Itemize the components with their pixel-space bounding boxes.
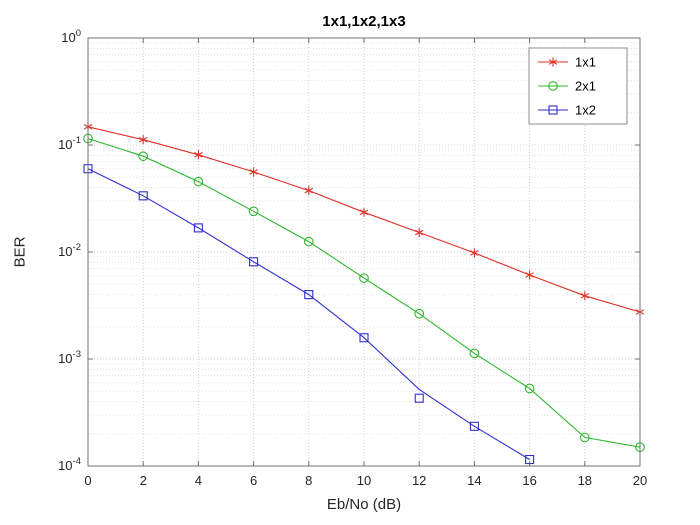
svg-text:10-4: 10-4 [58,456,81,473]
series-1x2 [83,164,535,465]
axis-box [87,37,641,467]
legend-entry-1x1: 1x1 [538,55,596,70]
x-tick-labels: 0 2 4 6 8 10 12 14 16 18 20 [84,473,647,488]
legend-label: 1x2 [575,103,596,118]
legend: 1x1 2x1 1x2 [528,47,628,125]
y-tick-labels: 100 10-1 10-2 10-3 10-4 [58,28,81,473]
svg-text:8: 8 [305,473,312,488]
series-markers-2x1 [83,133,645,453]
svg-text:10: 10 [357,473,371,488]
svg-text:2: 2 [140,473,147,488]
svg-text:16: 16 [522,473,536,488]
svg-text:10-3: 10-3 [58,349,81,366]
series-line-1x2 [87,168,530,460]
svg-text:4: 4 [195,473,202,488]
legend-entry-2x1: 2x1 [538,79,596,94]
svg-text:14: 14 [467,473,481,488]
svg-text:10-2: 10-2 [58,242,81,259]
series-markers-1x2 [83,164,535,465]
x-axis-label: Eb/No (dB) [326,496,402,513]
chart-title: 1x1,1x2,1x3 [322,13,406,30]
svg-text:6: 6 [250,473,257,488]
svg-text:18: 18 [578,473,592,488]
svg-text:0: 0 [84,473,91,488]
y-axis-label: BER [11,236,29,268]
svg-text:20: 20 [633,473,647,488]
series-2x1 [83,133,645,453]
plot-grid [88,38,640,466]
series-line-2x1 [87,137,641,448]
svg-text:10-1: 10-1 [58,135,81,152]
legend-label: 1x1 [575,55,596,70]
svg-text:12: 12 [412,473,426,488]
legend-entry-1x2: 1x2 [538,103,596,118]
svg-text:100: 100 [61,28,81,45]
legend-label: 2x1 [575,79,596,94]
